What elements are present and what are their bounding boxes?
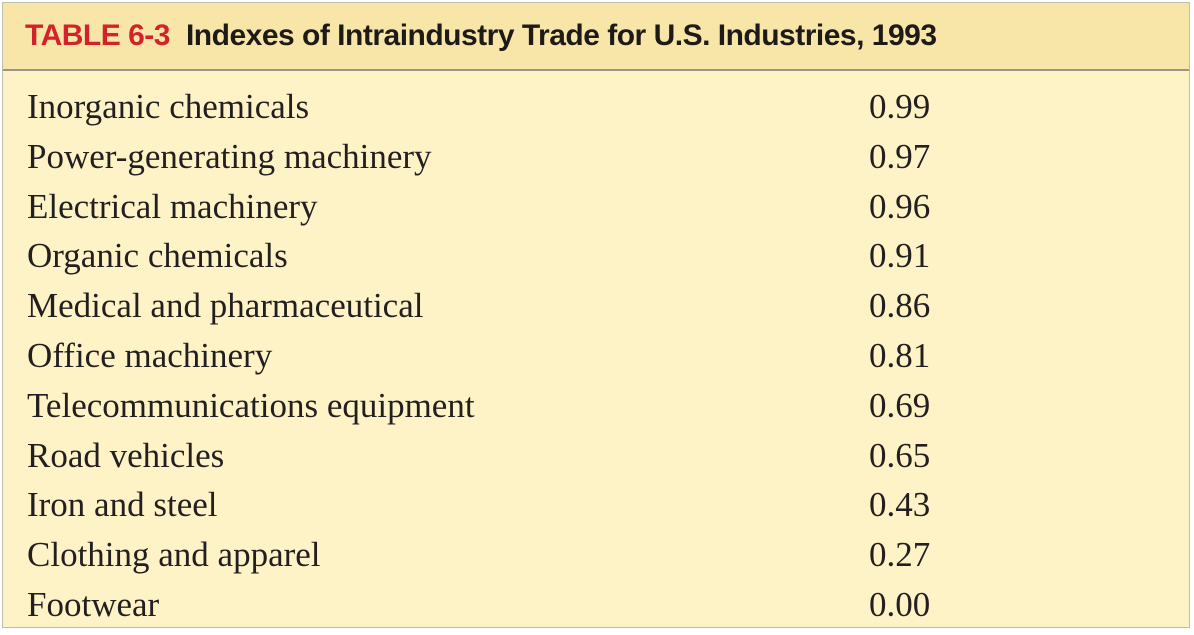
industry-cell: Road vehicles: [27, 435, 225, 475]
index-value-cell: 0.27: [869, 535, 931, 575]
index-value-cell: 0.43: [869, 485, 931, 525]
table-row: Road vehicles 0.65: [3, 436, 1189, 486]
table-row: Telecommunications equipment 0.69: [3, 386, 1189, 436]
industry-cell: Inorganic chemicals: [27, 87, 310, 126]
industry-cell: Medical and pharmaceutical: [27, 286, 424, 326]
table-row: Medical and pharmaceutical 0.86: [3, 286, 1189, 336]
industry-cell: Office machinery: [27, 335, 273, 375]
table-title-bar: TABLE 6-3 Indexes of Intraindustry Trade…: [3, 3, 1189, 71]
industry-cell: Organic chemicals: [27, 236, 288, 276]
table-number: TABLE 6-3: [25, 19, 170, 52]
index-value-cell: 0.97: [869, 136, 931, 176]
index-value-cell: 0.86: [869, 286, 931, 326]
industry-cell: Footwear: [27, 584, 160, 624]
table-row: Power-generating machinery 0.97: [3, 137, 1189, 187]
table-body: Inorganic chemicals 0.99 Power-generatin…: [3, 87, 1189, 635]
industry-cell: Telecommunications equipment: [27, 385, 475, 425]
index-value-cell: 0.69: [869, 385, 931, 425]
industry-cell: Clothing and apparel: [27, 535, 321, 575]
index-value-cell: 0.99: [869, 87, 931, 126]
table-title: Indexes of Intraindustry Trade for U.S. …: [185, 19, 937, 52]
table-row: Organic chemicals 0.91: [3, 236, 1189, 286]
table-row: Footwear 0.00: [3, 585, 1189, 635]
index-value-cell: 0.91: [869, 236, 931, 276]
index-value-cell: 0.81: [869, 335, 931, 375]
table-row: Clothing and apparel 0.27: [3, 535, 1189, 585]
index-value-cell: 0.00: [869, 584, 931, 624]
industry-cell: Power-generating machinery: [27, 136, 432, 176]
table-row: Office machinery 0.81: [3, 336, 1189, 386]
table-row: Inorganic chemicals 0.99: [3, 87, 1189, 137]
table-row: Electrical machinery 0.96: [3, 187, 1189, 237]
table-row: Iron and steel 0.43: [3, 485, 1189, 535]
index-value-cell: 0.65: [869, 435, 931, 475]
index-value-cell: 0.96: [869, 186, 931, 226]
industry-cell: Iron and steel: [27, 485, 218, 525]
industry-cell: Electrical machinery: [27, 186, 318, 226]
